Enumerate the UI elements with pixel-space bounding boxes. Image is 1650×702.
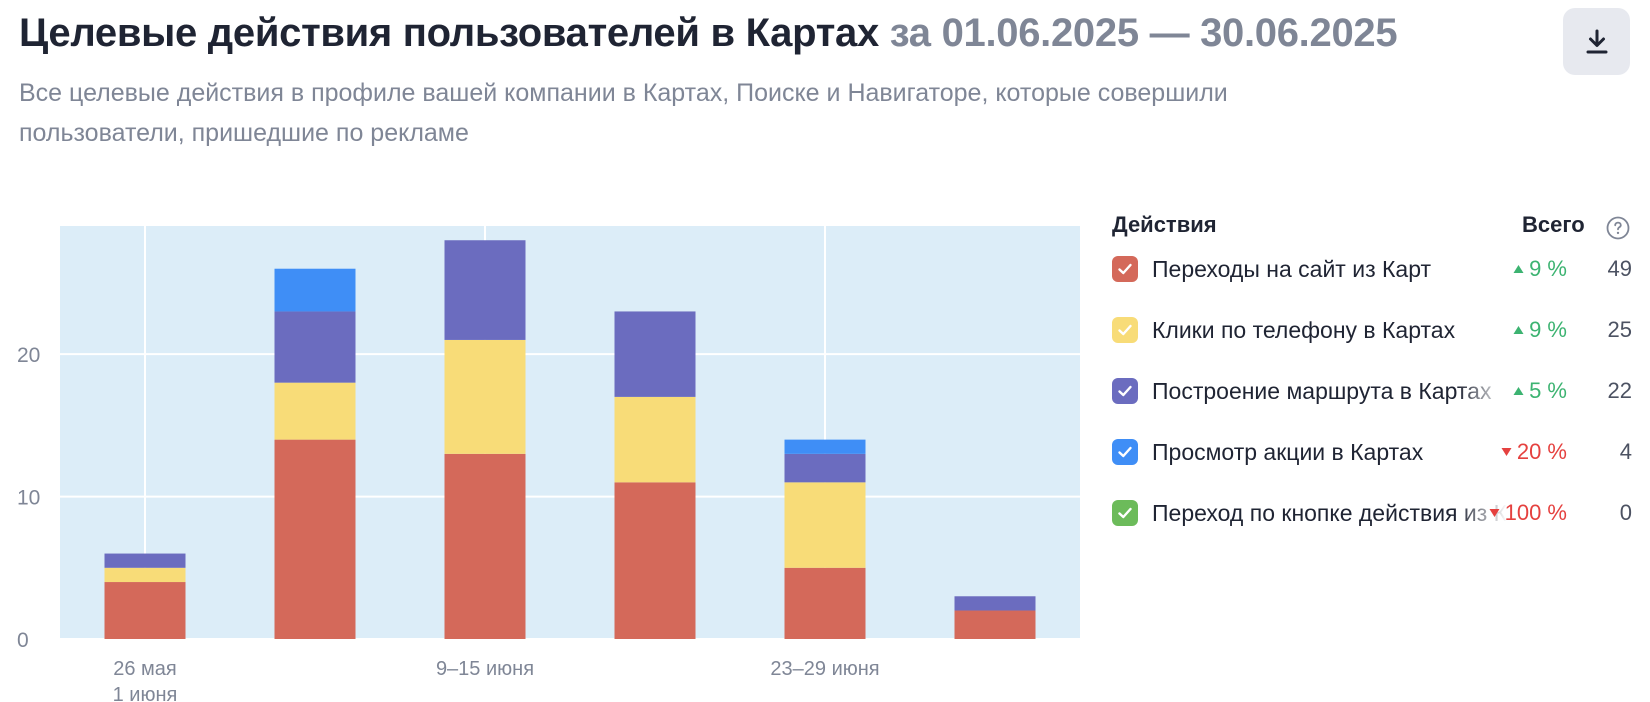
bar-segment bbox=[444, 240, 526, 340]
bar-segment bbox=[104, 582, 186, 639]
legend-item-change: 100 % bbox=[1489, 498, 1567, 528]
arrow-up-icon bbox=[1513, 387, 1524, 395]
legend-item-change: 20 % bbox=[1501, 437, 1567, 467]
checkmark-icon bbox=[1118, 385, 1132, 397]
checkmark-icon bbox=[1118, 324, 1132, 336]
checkmark-icon bbox=[1118, 263, 1132, 275]
legend-item-label: Клики по телефону в Картах bbox=[1152, 317, 1456, 343]
legend-checkbox[interactable] bbox=[1112, 256, 1138, 282]
x-tick-label: 23–29 июня bbox=[770, 658, 879, 680]
download-button[interactable] bbox=[1563, 8, 1630, 75]
legend-item-total: 25 bbox=[1607, 317, 1632, 342]
legend-item[interactable]: Переход по кнопке действия из Карт 100 %… bbox=[1112, 494, 1632, 555]
y-tick-label: 0 bbox=[17, 629, 29, 652]
title-text: Целевые действия пользователей в Картах bbox=[19, 11, 879, 55]
bar-segment bbox=[784, 482, 866, 568]
question-circle-icon[interactable] bbox=[1606, 216, 1630, 246]
bar-segment bbox=[274, 439, 356, 639]
legend-item-change: 9 % bbox=[1513, 254, 1567, 284]
bar-segment bbox=[444, 339, 526, 454]
x-tick-label: 26 мая bbox=[113, 658, 177, 680]
bar-segment bbox=[954, 610, 1036, 639]
arrow-down-icon bbox=[1489, 509, 1500, 517]
bar-segment bbox=[614, 482, 696, 639]
page-subtitle: Все целевые действия в профиле вашей ком… bbox=[19, 79, 1228, 147]
y-tick-label: 10 bbox=[17, 487, 40, 510]
change-value: 100 % bbox=[1504, 500, 1567, 525]
bar-chart: 0 10 20 26 мая 1 июня 9–15 июня 23–29 июня bbox=[17, 226, 1080, 702]
checkmark-icon bbox=[1118, 507, 1132, 519]
bar-segment bbox=[444, 453, 526, 639]
legend-item-change: 5 % bbox=[1513, 376, 1567, 406]
arrow-up-icon bbox=[1513, 265, 1524, 273]
arrow-down-icon bbox=[1501, 448, 1512, 456]
legend-item-label: Построение маршрута в Картах bbox=[1152, 378, 1492, 404]
bar-segment bbox=[784, 567, 866, 639]
x-tick-label: 1 июня bbox=[113, 684, 178, 702]
chart-area: 0 10 20 26 мая 1 июня 9–15 июня 23–29 июня bbox=[0, 210, 1090, 702]
plot-background bbox=[60, 226, 1080, 639]
x-tick-label: 9–15 июня bbox=[436, 658, 534, 680]
legend-item-total: 49 bbox=[1607, 256, 1632, 281]
legend-checkbox[interactable] bbox=[1112, 378, 1138, 404]
legend-item-label: Просмотр акции в Картах bbox=[1152, 439, 1424, 465]
change-value: 9 % bbox=[1529, 317, 1567, 342]
legend-item-label: Переходы на сайт из Карт bbox=[1152, 256, 1432, 282]
legend-item[interactable]: Клики по телефону в Картах 9 % 25 bbox=[1112, 311, 1632, 372]
y-tick-label: 20 bbox=[17, 344, 40, 367]
bar-segment bbox=[954, 596, 1036, 611]
title-period: за 01.06.2025 — 30.06.2025 bbox=[889, 11, 1398, 55]
legend-checkbox[interactable] bbox=[1112, 439, 1138, 465]
legend-checkbox[interactable] bbox=[1112, 500, 1138, 526]
bar-segment bbox=[614, 396, 696, 483]
legend-item[interactable]: Построение маршрута в Картах 5 % 22 bbox=[1112, 372, 1632, 433]
legend-item-total: 22 bbox=[1607, 378, 1632, 403]
legend-header: Действия Всего bbox=[1112, 210, 1632, 240]
legend-checkbox[interactable] bbox=[1112, 317, 1138, 343]
bar-segment bbox=[104, 553, 186, 568]
bar-segment bbox=[104, 567, 186, 583]
change-value: 20 % bbox=[1516, 439, 1567, 464]
page-title: Целевые действия пользователей в Картах … bbox=[19, 8, 1519, 58]
legend-item[interactable]: Переходы на сайт из Карт 9 % 49 bbox=[1112, 250, 1632, 311]
legend-item-total: 4 bbox=[1619, 439, 1632, 464]
header: Целевые действия пользователей в Картах … bbox=[19, 8, 1519, 153]
legend-rows: Переходы на сайт из Карт 9 % 49 Клики по… bbox=[1112, 250, 1632, 555]
bar-segment bbox=[614, 311, 696, 397]
bar-segment bbox=[784, 453, 866, 483]
legend-panel: Действия Всего Переходы на сайт из Карт … bbox=[1112, 210, 1632, 526]
legend-item-label: Переход по кнопке действия из Карт bbox=[1152, 500, 1507, 526]
change-value: 9 % bbox=[1529, 256, 1567, 281]
arrow-up-icon bbox=[1513, 326, 1524, 334]
bar-segment bbox=[784, 439, 866, 454]
legend-item[interactable]: Просмотр акции в Картах 20 % 4 bbox=[1112, 433, 1632, 494]
legend-col-total: Всего bbox=[1522, 212, 1585, 237]
change-value: 5 % bbox=[1529, 378, 1567, 403]
download-icon bbox=[1586, 29, 1607, 53]
checkmark-icon bbox=[1118, 446, 1132, 458]
bar-segment bbox=[274, 382, 356, 440]
bar-segment bbox=[274, 268, 356, 312]
legend-item-change: 9 % bbox=[1513, 315, 1567, 345]
legend-col-actions: Действия bbox=[1112, 212, 1217, 237]
legend-item-total: 0 bbox=[1619, 500, 1632, 525]
bar-segment bbox=[274, 311, 356, 383]
